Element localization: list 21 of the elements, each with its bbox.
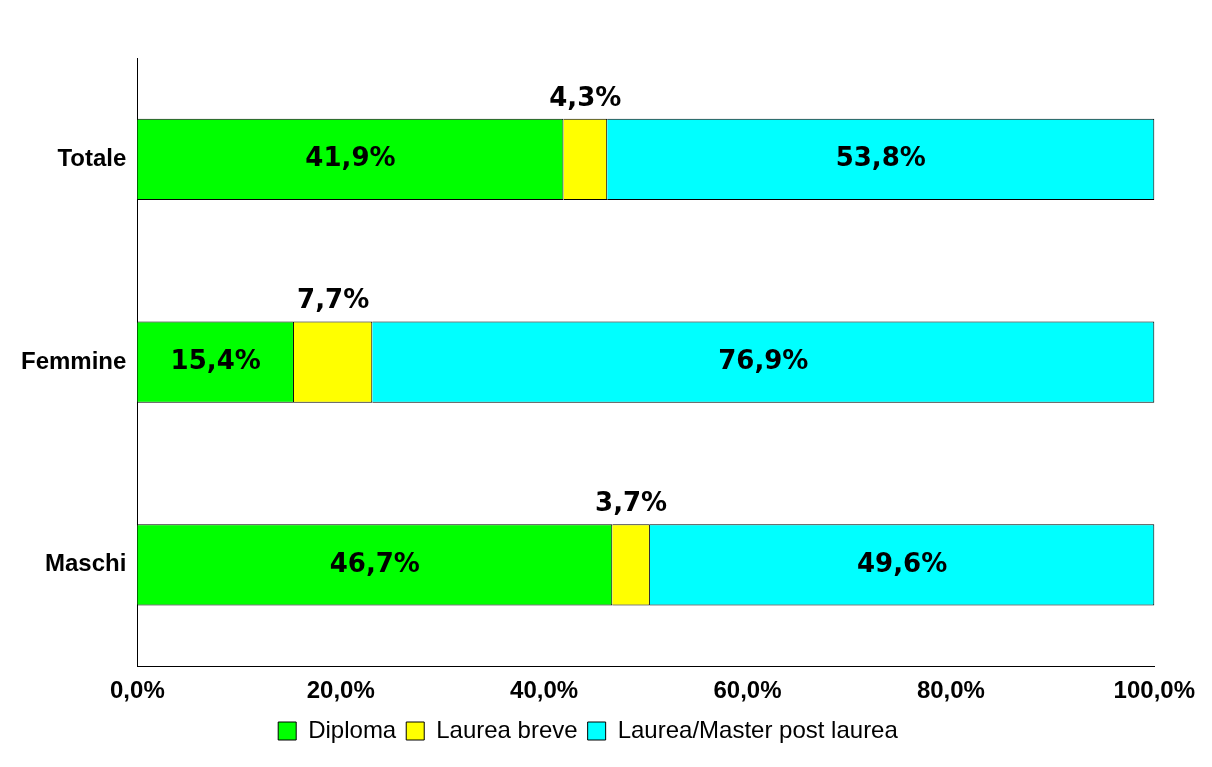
legend-label: Laurea/Master post laurea: [617, 715, 899, 743]
data-label: 49,6%: [857, 547, 948, 578]
data-label: 7,7%: [297, 284, 370, 315]
data-label: 4,3%: [549, 81, 622, 112]
y-tick-label: Maschi: [44, 549, 127, 577]
x-tick-label: 20,0%: [306, 676, 375, 704]
x-tick-label: 80,0%: [916, 676, 985, 704]
x-tick-label: 0,0%: [110, 676, 165, 704]
data-label: 15,4%: [170, 344, 261, 375]
data-label: 46,7%: [329, 547, 420, 578]
x-tick-label: 100,0%: [1113, 676, 1195, 704]
data-label: 53,8%: [835, 142, 926, 173]
data-label: 3,7%: [595, 487, 668, 518]
legend-label: Laurea breve: [436, 715, 578, 743]
x-tick-label: 40,0%: [510, 676, 579, 704]
legend-label: Diploma: [308, 715, 397, 743]
data-label: 41,9%: [305, 142, 396, 173]
data-label: 76,9%: [718, 344, 809, 375]
y-tick-label: Femmine: [20, 346, 127, 374]
y-tick-label: Totale: [57, 143, 127, 171]
x-tick-label: 60,0%: [713, 676, 782, 704]
